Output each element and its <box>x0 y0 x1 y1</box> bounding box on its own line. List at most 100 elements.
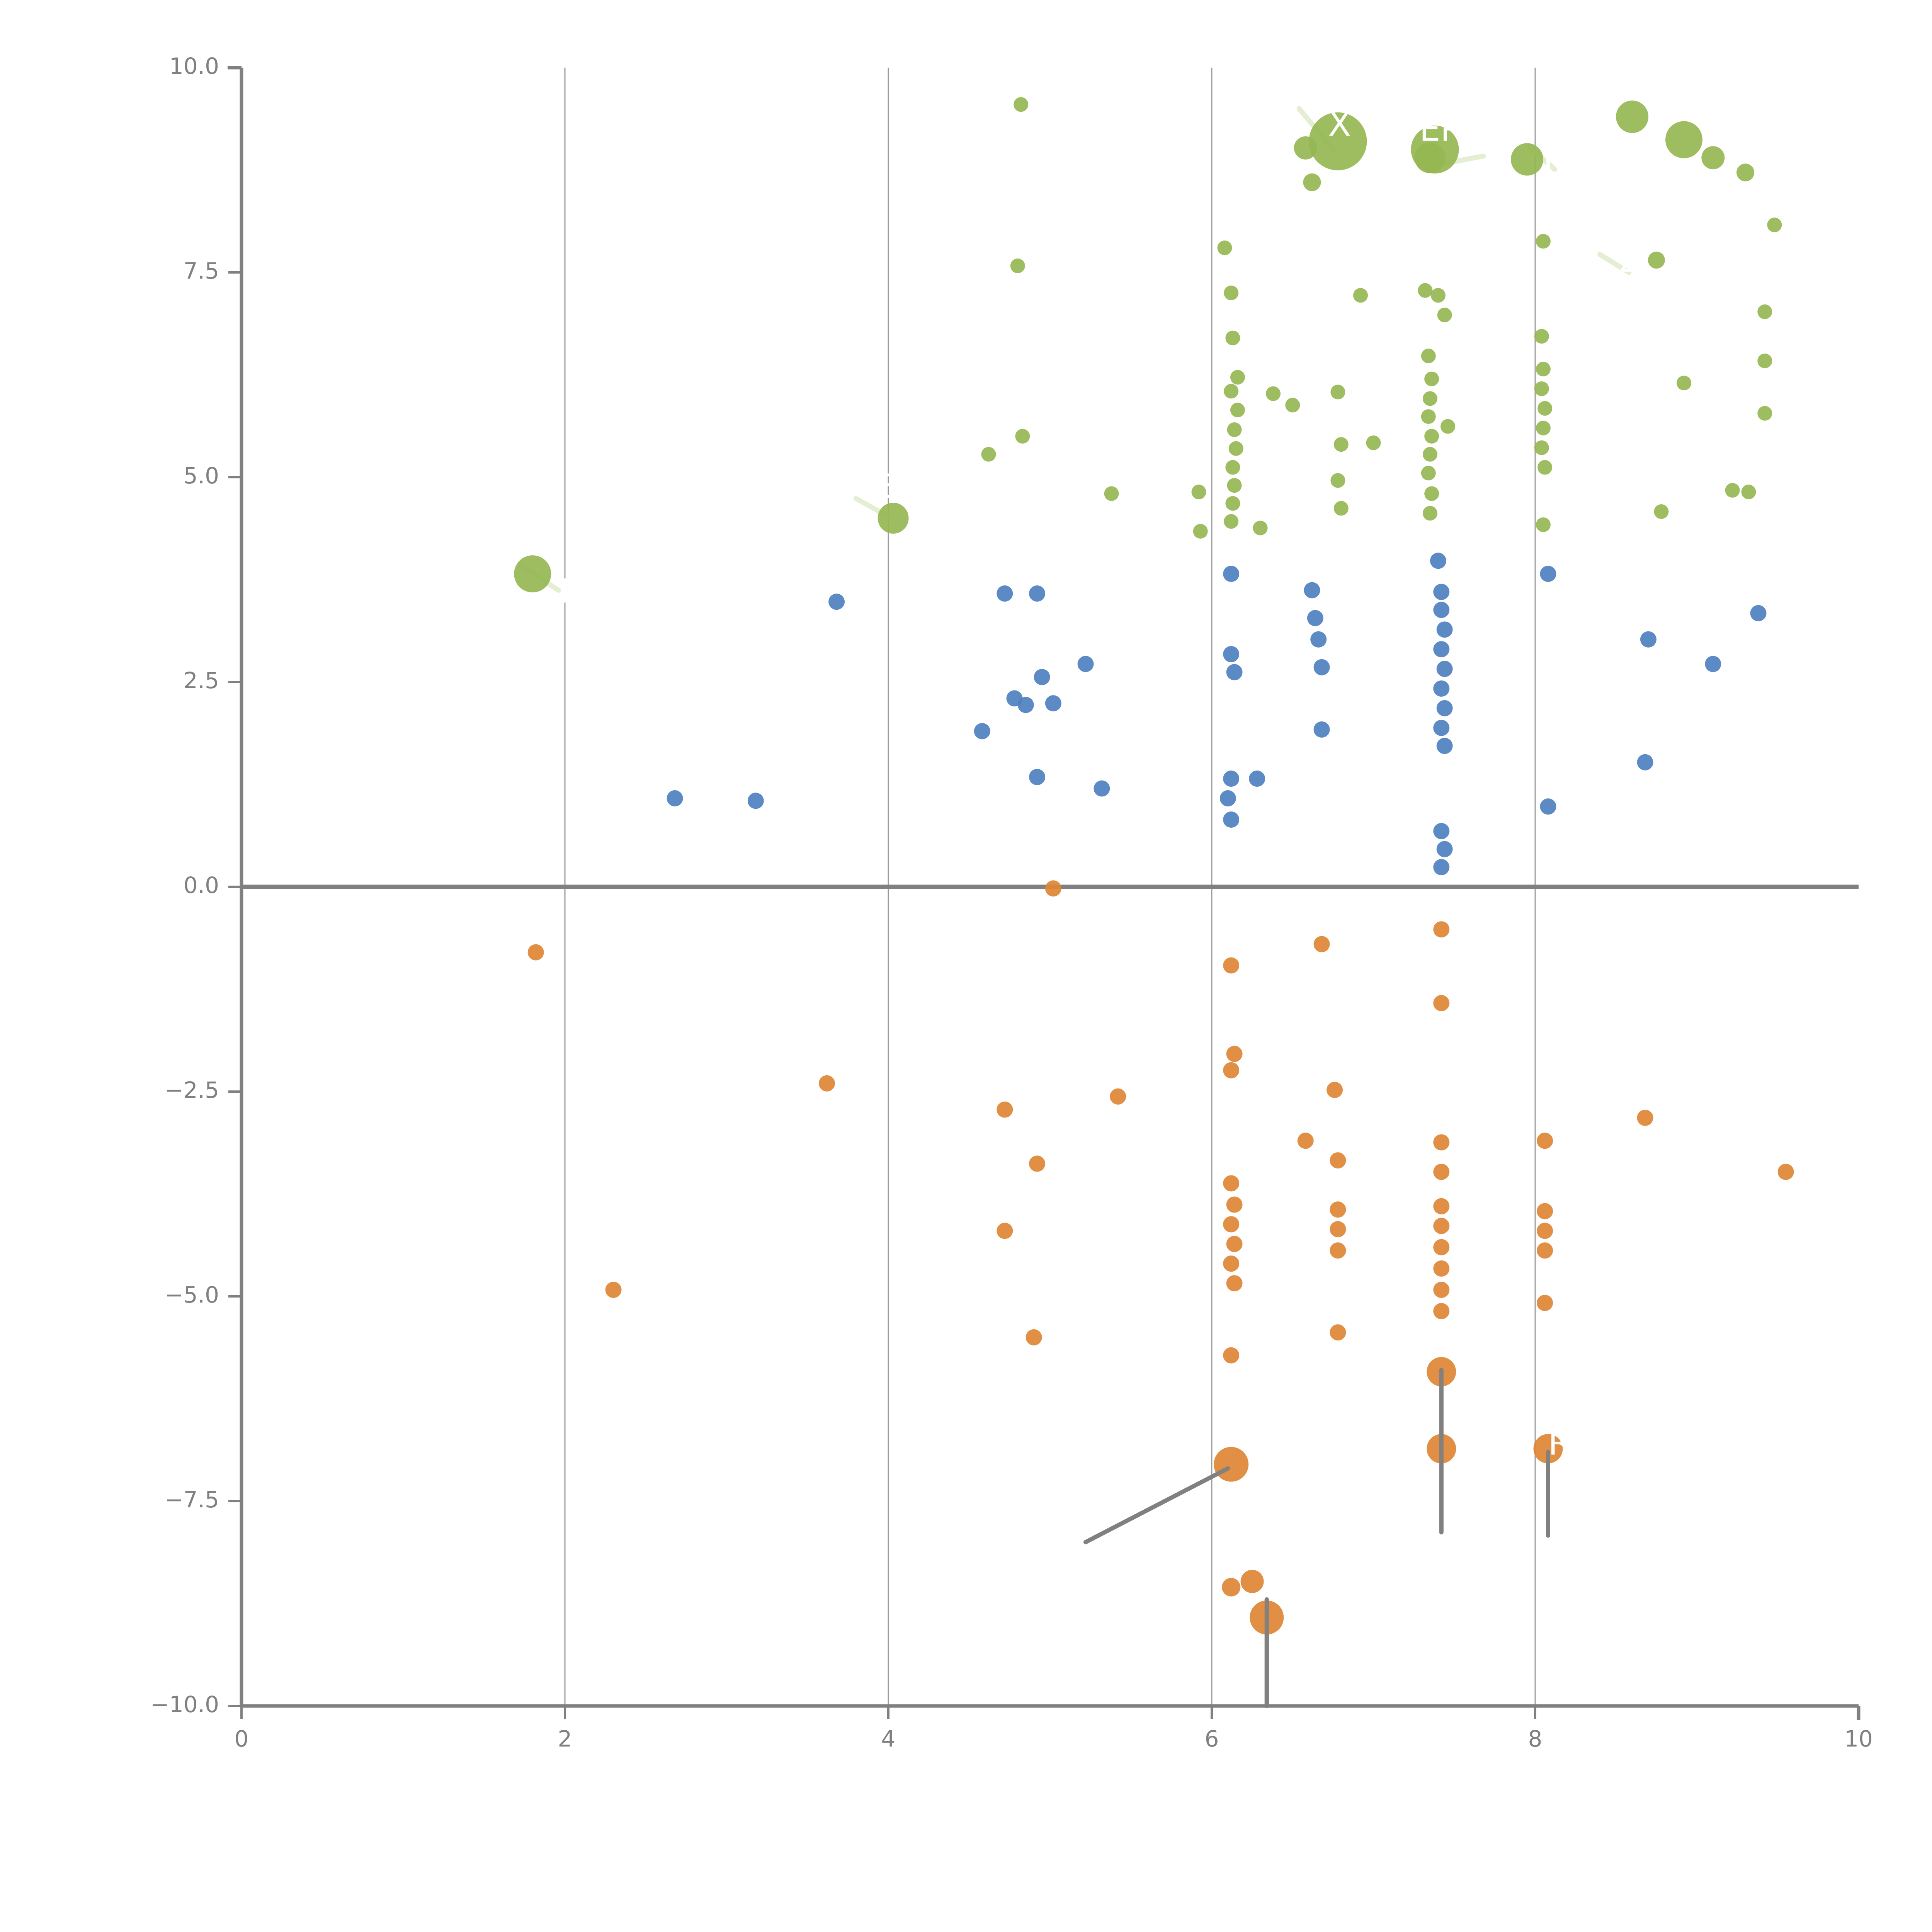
data-point-blue[interactable] <box>828 594 845 610</box>
data-point-orange[interactable] <box>1214 1447 1249 1482</box>
data-point-orange[interactable] <box>1433 921 1450 938</box>
data-point-green[interactable] <box>1424 371 1439 386</box>
data-point-green[interactable] <box>1648 252 1665 269</box>
data-point-orange[interactable] <box>1223 1255 1240 1272</box>
data-point-blue[interactable] <box>1436 700 1453 716</box>
data-point-green[interactable] <box>1294 136 1317 160</box>
data-point-orange[interactable] <box>527 944 544 961</box>
data-point-orange[interactable] <box>1433 1239 1450 1255</box>
data-point-green[interactable] <box>1010 259 1025 274</box>
data-point-blue[interactable] <box>1433 583 1450 600</box>
data-point-blue[interactable] <box>1433 680 1450 697</box>
data-point-green[interactable] <box>1757 353 1772 368</box>
data-point-blue[interactable] <box>997 585 1013 602</box>
data-point-blue[interactable] <box>1433 719 1450 736</box>
data-point-blue[interactable] <box>1045 695 1061 712</box>
data-point-green[interactable] <box>1228 441 1243 456</box>
data-point-orange[interactable] <box>1226 1275 1243 1292</box>
data-point-blue[interactable] <box>1017 697 1034 713</box>
data-point-blue[interactable] <box>1313 659 1330 675</box>
data-point-green[interactable] <box>514 555 551 593</box>
data-point-orange[interactable] <box>605 1282 622 1298</box>
series-blue-points[interactable] <box>667 553 1767 876</box>
data-point-green[interactable] <box>1534 440 1549 455</box>
data-point-blue[interactable] <box>1219 790 1236 807</box>
data-point-green[interactable] <box>1330 384 1345 400</box>
data-point-blue[interactable] <box>1540 566 1556 582</box>
data-point-orange[interactable] <box>1433 1303 1450 1320</box>
data-point-green[interactable] <box>1421 466 1436 481</box>
data-point-orange[interactable] <box>1045 880 1061 897</box>
data-point-blue[interactable] <box>1223 811 1240 828</box>
data-point-blue[interactable] <box>1430 553 1446 569</box>
data-point-blue[interactable] <box>1433 641 1450 658</box>
data-point-green[interactable] <box>1511 143 1544 176</box>
data-point-green[interactable] <box>1616 100 1649 133</box>
data-point-orange[interactable] <box>1330 1324 1346 1341</box>
data-point-green[interactable] <box>981 447 996 462</box>
data-point-orange[interactable] <box>997 1101 1013 1118</box>
data-point-blue[interactable] <box>1750 605 1767 621</box>
data-point-orange[interactable] <box>1537 1203 1553 1219</box>
data-point-blue[interactable] <box>1436 841 1453 857</box>
data-point-blue[interactable] <box>1304 582 1320 599</box>
data-point-orange[interactable] <box>1537 1223 1553 1239</box>
data-point-orange[interactable] <box>1433 1218 1450 1234</box>
data-point-green[interactable] <box>1225 460 1240 475</box>
data-point-green[interactable] <box>1725 483 1740 498</box>
data-point-orange[interactable] <box>1537 1133 1553 1149</box>
data-point-blue[interactable] <box>1223 566 1240 582</box>
data-point-orange[interactable] <box>1026 1329 1042 1345</box>
data-point-green[interactable] <box>1536 517 1551 532</box>
data-point-green[interactable] <box>1422 447 1437 462</box>
data-point-orange[interactable] <box>1226 1236 1243 1252</box>
data-point-green[interactable] <box>1014 97 1029 112</box>
data-point-green[interactable] <box>1424 429 1439 444</box>
data-point-orange[interactable] <box>1433 1134 1450 1151</box>
data-point-orange[interactable] <box>818 1075 835 1092</box>
data-point-orange[interactable] <box>997 1223 1013 1239</box>
data-point-orange[interactable] <box>1223 957 1240 974</box>
data-point-green[interactable] <box>1285 398 1300 413</box>
data-point-green[interactable] <box>1534 329 1549 344</box>
data-point-green[interactable] <box>1193 524 1208 539</box>
data-point-orange[interactable] <box>1537 1242 1553 1259</box>
data-point-green[interactable] <box>1191 485 1206 500</box>
data-point-green[interactable] <box>1757 304 1772 319</box>
data-point-green[interactable] <box>1654 504 1669 519</box>
data-point-green[interactable] <box>1537 401 1553 416</box>
data-point-orange[interactable] <box>1240 1570 1264 1593</box>
data-point-green[interactable] <box>1757 406 1772 421</box>
data-point-green[interactable] <box>1225 330 1240 345</box>
data-point-orange[interactable] <box>1226 1196 1243 1213</box>
data-point-orange[interactable] <box>1433 1260 1450 1277</box>
data-point-blue[interactable] <box>1094 780 1110 797</box>
data-point-blue[interactable] <box>1249 770 1265 787</box>
data-point-green[interactable] <box>1225 496 1240 511</box>
data-point-orange[interactable] <box>1223 1175 1240 1192</box>
data-point-blue[interactable] <box>1705 656 1721 672</box>
data-point-blue[interactable] <box>1223 646 1240 662</box>
data-point-orange[interactable] <box>1223 1347 1240 1364</box>
data-point-orange[interactable] <box>1330 1242 1346 1259</box>
data-point-green[interactable] <box>1424 486 1439 501</box>
data-point-blue[interactable] <box>1226 664 1243 680</box>
data-point-orange[interactable] <box>1110 1088 1126 1105</box>
data-point-green[interactable] <box>1353 288 1368 303</box>
data-point-orange[interactable] <box>1223 1062 1240 1078</box>
data-point-green[interactable] <box>1414 142 1446 173</box>
data-point-blue[interactable] <box>1077 656 1094 672</box>
data-point-green[interactable] <box>1440 419 1456 434</box>
data-point-blue[interactable] <box>1637 754 1653 770</box>
data-point-orange[interactable] <box>1297 1133 1314 1149</box>
data-point-orange[interactable] <box>1537 1294 1553 1311</box>
data-point-blue[interactable] <box>1640 631 1656 648</box>
data-point-green[interactable] <box>1266 386 1281 401</box>
data-point-blue[interactable] <box>1310 631 1327 648</box>
data-point-orange[interactable] <box>1637 1109 1653 1126</box>
data-point-orange[interactable] <box>1223 1216 1240 1233</box>
data-point-blue[interactable] <box>667 790 683 807</box>
data-point-green[interactable] <box>1437 308 1452 323</box>
data-point-orange[interactable] <box>1433 1282 1450 1298</box>
data-point-orange[interactable] <box>1313 936 1330 952</box>
